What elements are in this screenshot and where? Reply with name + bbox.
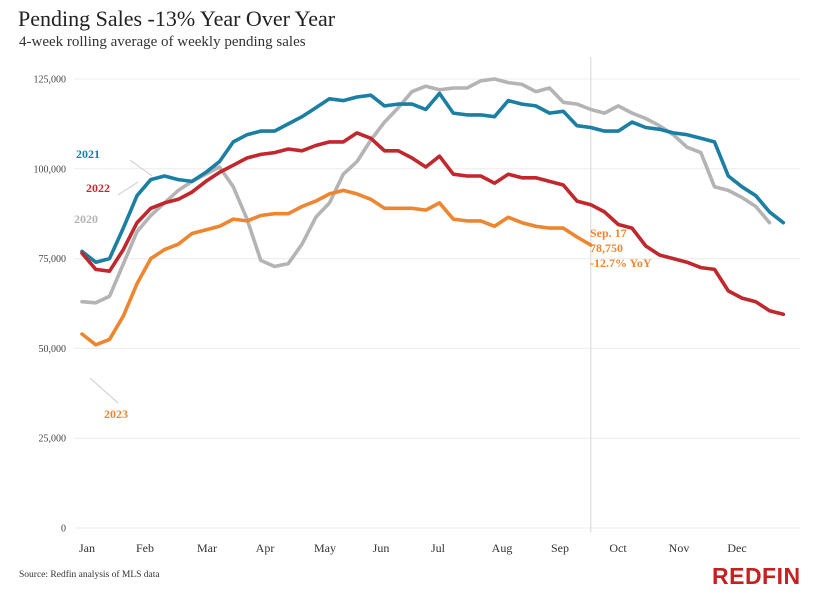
series-line-2022 [80, 131, 786, 317]
annotation-change: -12.7% YoY [590, 256, 652, 270]
y-tick-label: 75,000 [39, 254, 67, 265]
x-tick-label-feb: Feb [136, 541, 154, 555]
x-tick-label-sep: Sep [551, 541, 569, 555]
latest-value-annotation: Sep. 17 78,750 -12.7% YoY [590, 226, 652, 270]
y-tick-label: 25,000 [39, 434, 67, 445]
y-tick-label: 125,000 [34, 75, 67, 86]
y-tick-label: 0 [61, 524, 66, 535]
x-tick-label-jan: Jan [79, 541, 95, 555]
series-label-2023: 2023 [104, 407, 128, 421]
chart-subtitle: 4-week rolling average of weekly pending… [19, 34, 306, 50]
x-tick-label-dec: Dec [727, 541, 746, 555]
chart-title: Pending Sales -13% Year Over Year [18, 6, 336, 31]
x-tick-label-aug: Aug [492, 541, 513, 555]
x-tick-label-apr: Apr [256, 541, 275, 555]
x-tick-label-oct: Oct [609, 541, 627, 555]
series-label-2020: 2020 [74, 212, 98, 226]
y-axis-ticks: 0 25,000 50,000 75,000 100,000 125,000 [34, 75, 67, 535]
series-line-2020 [80, 77, 772, 305]
annotation-date: Sep. 17 [590, 226, 627, 240]
gridlines [74, 78, 800, 529]
series-label-2022: 2022 [86, 181, 110, 195]
x-tick-label-jun: Jun [373, 541, 390, 555]
y-tick-label: 50,000 [39, 344, 67, 355]
series-label-2021: 2021 [76, 147, 100, 161]
label-leader-2022 [117, 181, 139, 196]
annotation-value: 78,750 [590, 241, 623, 255]
x-tick-label-jul: Jul [431, 541, 446, 555]
label-leader-2023 [89, 377, 119, 404]
series-line-2021 [80, 91, 786, 265]
series-line-2023 [80, 188, 593, 347]
x-tick-label-mar: Mar [197, 541, 217, 555]
x-tick-label-may: May [314, 541, 336, 555]
y-tick-label: 100,000 [34, 164, 67, 175]
label-leader-2021 [129, 159, 153, 177]
series-lines [80, 77, 786, 347]
x-tick-label-nov: Nov [669, 541, 690, 555]
redfin-logo: REDFIN [712, 563, 801, 589]
source-note: Source: Redfin analysis of MLS data [19, 569, 160, 580]
x-axis-month-labels: Jan Feb Mar Apr May Jun Jul Aug Sep Oct Nov Dec [79, 541, 747, 555]
series-label-leaders [89, 159, 153, 404]
